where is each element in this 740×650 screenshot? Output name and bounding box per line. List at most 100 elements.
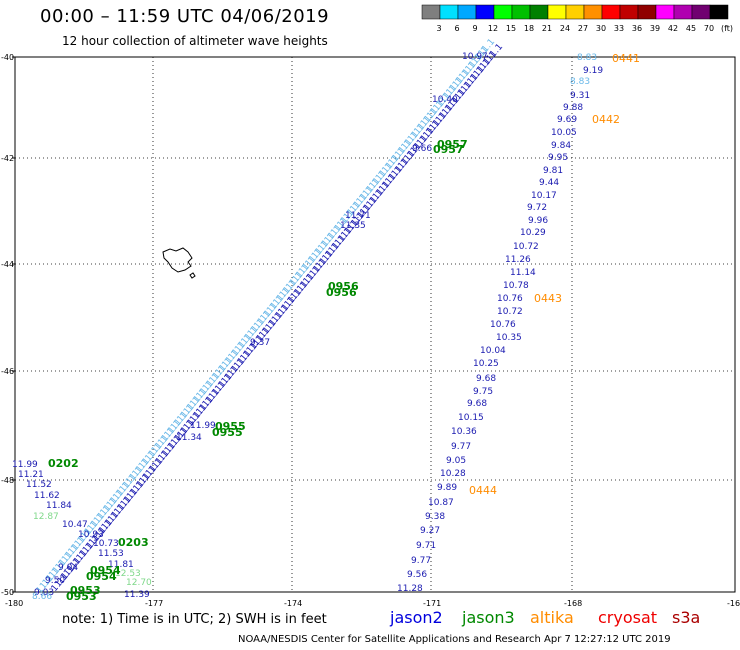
jason2-swh-value: 9.77 xyxy=(451,442,471,452)
jason2-swh-value: 10.25 xyxy=(473,359,499,369)
jason3-pass-time: 0955 xyxy=(215,420,246,433)
jason2-swh-value: 10.76 xyxy=(497,294,523,304)
lat-label: -40 xyxy=(1,53,14,62)
colorbar-label: 27 xyxy=(578,24,588,33)
jason2-swh-value: 9.77 xyxy=(411,556,431,566)
lon-label: -168 xyxy=(564,599,582,608)
jason2-swh-value: 9.89 xyxy=(437,483,457,493)
jason2-swh-value: 9.75 xyxy=(473,387,493,397)
jason3-pass-time: 0953 xyxy=(70,584,101,597)
colorbar-label: 30 xyxy=(596,24,606,33)
jason3-pass-time: 0956 xyxy=(326,286,357,299)
jason3-pass-time: 0957 xyxy=(433,143,464,156)
legend-s3a: s3a xyxy=(672,608,701,627)
legend-jason3: jason3 xyxy=(462,608,515,627)
jason2-swh-value: 10.36 xyxy=(451,427,477,437)
altika-pass-time: 0444 xyxy=(469,484,497,497)
colorbar-label: 36 xyxy=(632,24,642,33)
colorbar-label: 3 xyxy=(436,24,441,33)
left-swh-value: 11.81 xyxy=(108,560,134,570)
jason2-swh-value: 9.19 xyxy=(583,66,603,76)
jason2-swh-value: 10.29 xyxy=(520,228,546,238)
diag-value: 11.99 xyxy=(190,421,216,431)
lat-label: -46 xyxy=(1,367,14,376)
jason3-pass-time: 0953 xyxy=(66,590,97,603)
left-swh-value: 11.53 xyxy=(98,549,124,559)
jason2-swh-value: 9.68 xyxy=(476,374,496,384)
jason2-swh-value: 9.31 xyxy=(570,91,590,101)
jason2-swh-value: 10.28 xyxy=(440,469,466,479)
footer-note: note: 1) Time is in UTC; 2) SWH is in fe… xyxy=(62,612,327,627)
jason3-pass-time: 0954 xyxy=(90,564,121,577)
page-subtitle: 12 hour collection of altimeter wave hei… xyxy=(62,34,328,48)
jason3-pass-time: 0203 xyxy=(118,536,149,549)
colorbar-label: 45 xyxy=(686,24,696,33)
colorbar-label: 24 xyxy=(560,24,570,33)
lon-label: -177 xyxy=(145,599,163,608)
colorbar-swatch xyxy=(709,4,729,20)
lon-label: -171 xyxy=(423,599,441,608)
left-swh-value: 11.21 xyxy=(18,470,44,480)
footer-credit: NOAA/NESDIS Center for Satellite Applica… xyxy=(238,634,671,645)
colorbar-label: 12 xyxy=(488,24,498,33)
colorbar-label: 21 xyxy=(542,24,552,33)
colorbar-label: 6 xyxy=(454,24,459,33)
legend-cryosat: cryosat xyxy=(598,608,658,627)
jason2-swh-value: 9.81 xyxy=(543,166,563,176)
jason2-swh-value: 9.05 xyxy=(446,456,466,466)
colorbar-label: 9 xyxy=(472,24,477,33)
lon-label: -165 xyxy=(727,599,740,608)
jason2-swh-value: 10.76 xyxy=(490,320,516,330)
jason2-swh-value: 9.27 xyxy=(420,526,440,536)
jason2-swh-value: 9.95 xyxy=(548,153,568,163)
colorbar-label: 70 xyxy=(704,24,714,33)
map-grid xyxy=(14,56,736,593)
jason2-swh-value: 10.72 xyxy=(497,307,523,317)
colorbar-label: 33 xyxy=(614,24,624,33)
jason2-swh-value: 9.88 xyxy=(563,103,583,113)
lon-label: -174 xyxy=(284,599,302,608)
left-swh-value: 9.04 xyxy=(58,563,78,573)
jason3-pass-time: 0202 xyxy=(48,457,79,470)
left-swh-value: 11.62 xyxy=(34,491,60,501)
jason2-swh-value: 11.14 xyxy=(510,268,536,278)
island-outline xyxy=(162,247,196,279)
left-swh-value: 12.53 xyxy=(115,569,141,579)
left-swh-value: 10.93 xyxy=(78,530,104,540)
lat-label: -50 xyxy=(1,588,14,597)
jason2-swh-value: 9.84 xyxy=(551,141,571,151)
altika-pass-time: 0442 xyxy=(592,113,620,126)
diag-value: 11.35 xyxy=(340,221,366,231)
jason2-swh-value: 10.87 xyxy=(428,498,454,508)
jason3-pass-time: 0954 xyxy=(86,570,117,583)
colorbar-label: 15 xyxy=(506,24,516,33)
jason2-swh-value: 9.69 xyxy=(557,115,577,125)
jason2-swh-value: 10.17 xyxy=(531,191,557,201)
lat-label: -44 xyxy=(1,260,14,269)
altika-pass-time: 0441 xyxy=(612,52,640,65)
jason2-swh-value: 10.72 xyxy=(513,242,539,252)
diag-value: 9.37 xyxy=(250,338,270,348)
colorbar-label: 18 xyxy=(524,24,534,33)
altika-pass-time: 0443 xyxy=(534,292,562,305)
colorbar-label: 39 xyxy=(650,24,660,33)
jason3-pass-time: 0955 xyxy=(212,426,243,439)
left-swh-value: 8.66 xyxy=(32,592,52,602)
left-swh-value: 12.87 xyxy=(33,512,59,522)
left-swh-value: 11.84 xyxy=(46,501,72,511)
left-swh-value: 11.52 xyxy=(26,480,52,490)
jason2-swh-value: 9.44 xyxy=(539,178,559,188)
jason2-swh-value: 10.04 xyxy=(480,346,506,356)
jason3-pass-time: 0957 xyxy=(437,138,468,151)
colorbar-label: 42 xyxy=(668,24,678,33)
legend-altika: altika xyxy=(530,608,574,627)
diag-value: 11.34 xyxy=(176,433,202,443)
jason2-swh-value: 11.28 xyxy=(397,584,423,594)
color-scale-bar: 3 6 9 12 15 18 21 24 27 30 33 36 39 42 45 70 (ft) xyxy=(421,4,733,33)
jason2-swh-value: 9.56 xyxy=(407,570,427,580)
left-swh-value: 10.47 xyxy=(62,520,88,530)
left-swh-value: 11.99 xyxy=(12,460,38,470)
left-swh-value: 11.39 xyxy=(124,590,150,600)
left-swh-value: 12.70 xyxy=(126,578,152,588)
jason2-swh-value: 9.71 xyxy=(416,541,436,551)
